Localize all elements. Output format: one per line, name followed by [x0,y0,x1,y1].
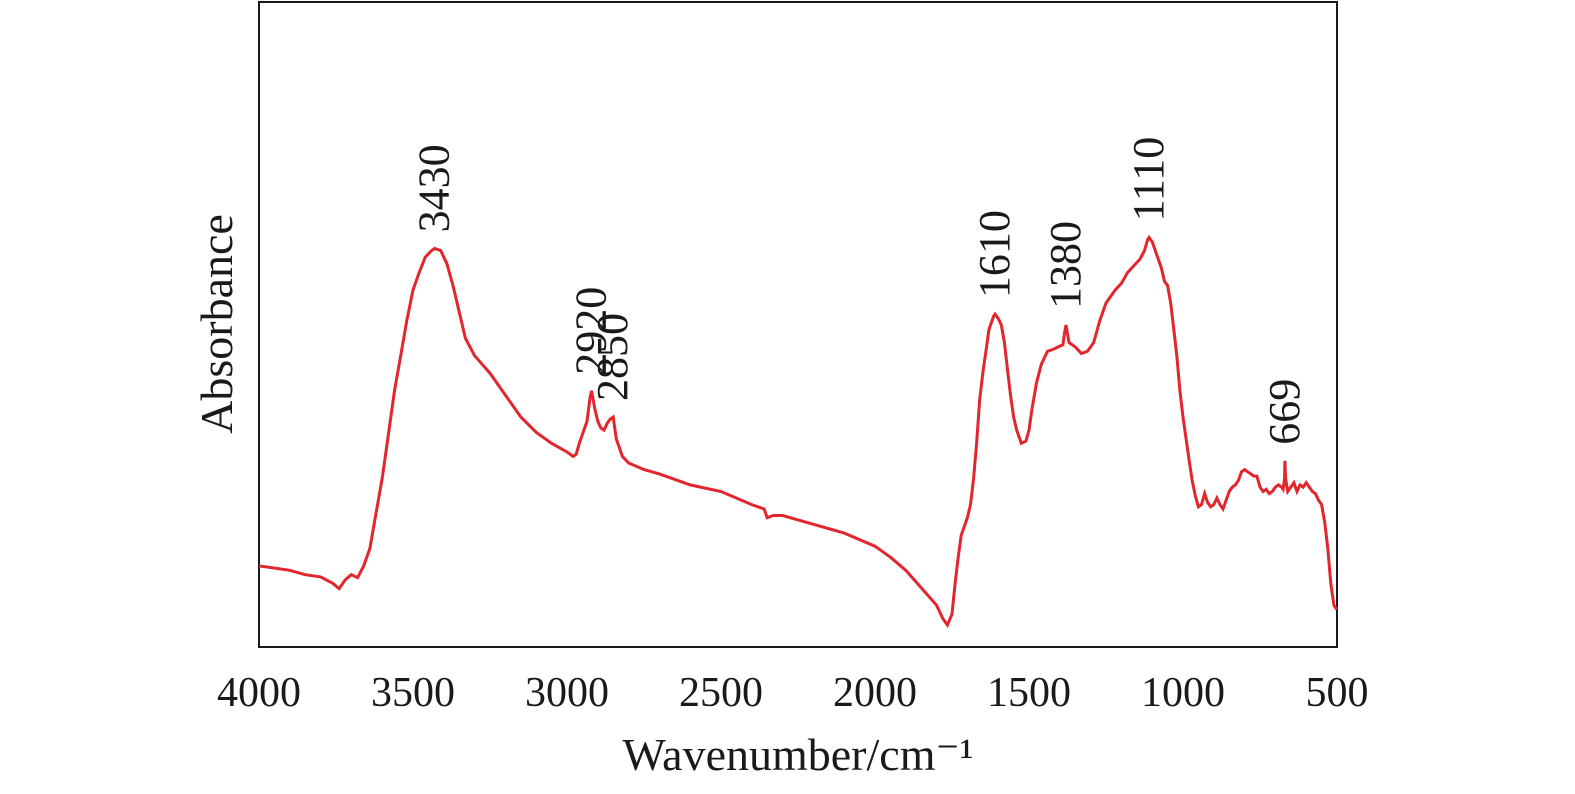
peak-label: 2850 [588,313,637,401]
peak-label: 3430 [410,144,459,232]
peak-label: 2920 [567,287,616,375]
x-tick-label: 500 [1306,670,1369,716]
x-tick-label: 1500 [987,670,1071,716]
plot-area [258,1,1339,648]
x-axis-ticks: 4000 3500 3000 2500 2000 1500 1000 500 [217,670,1369,716]
x-tick-label: 4000 [217,670,301,716]
x-tick-label: 1000 [1141,670,1225,716]
y-axis-title: Absorbance [191,214,242,434]
peak-label: 1610 [970,210,1019,298]
x-tick-label: 3500 [371,670,455,716]
peak-label: 1110 [1124,137,1173,222]
x-tick-label: 3000 [525,670,609,716]
x-axis-title: Wavenumber/cm⁻¹ [622,729,973,780]
plot-frame [258,1,1338,648]
x-tick-label: 2000 [833,670,917,716]
x-tick-label: 2500 [679,670,763,716]
spectrum-line [258,234,1339,629]
peak-label: 669 [1260,379,1309,445]
peak-label: 1380 [1041,221,1090,309]
